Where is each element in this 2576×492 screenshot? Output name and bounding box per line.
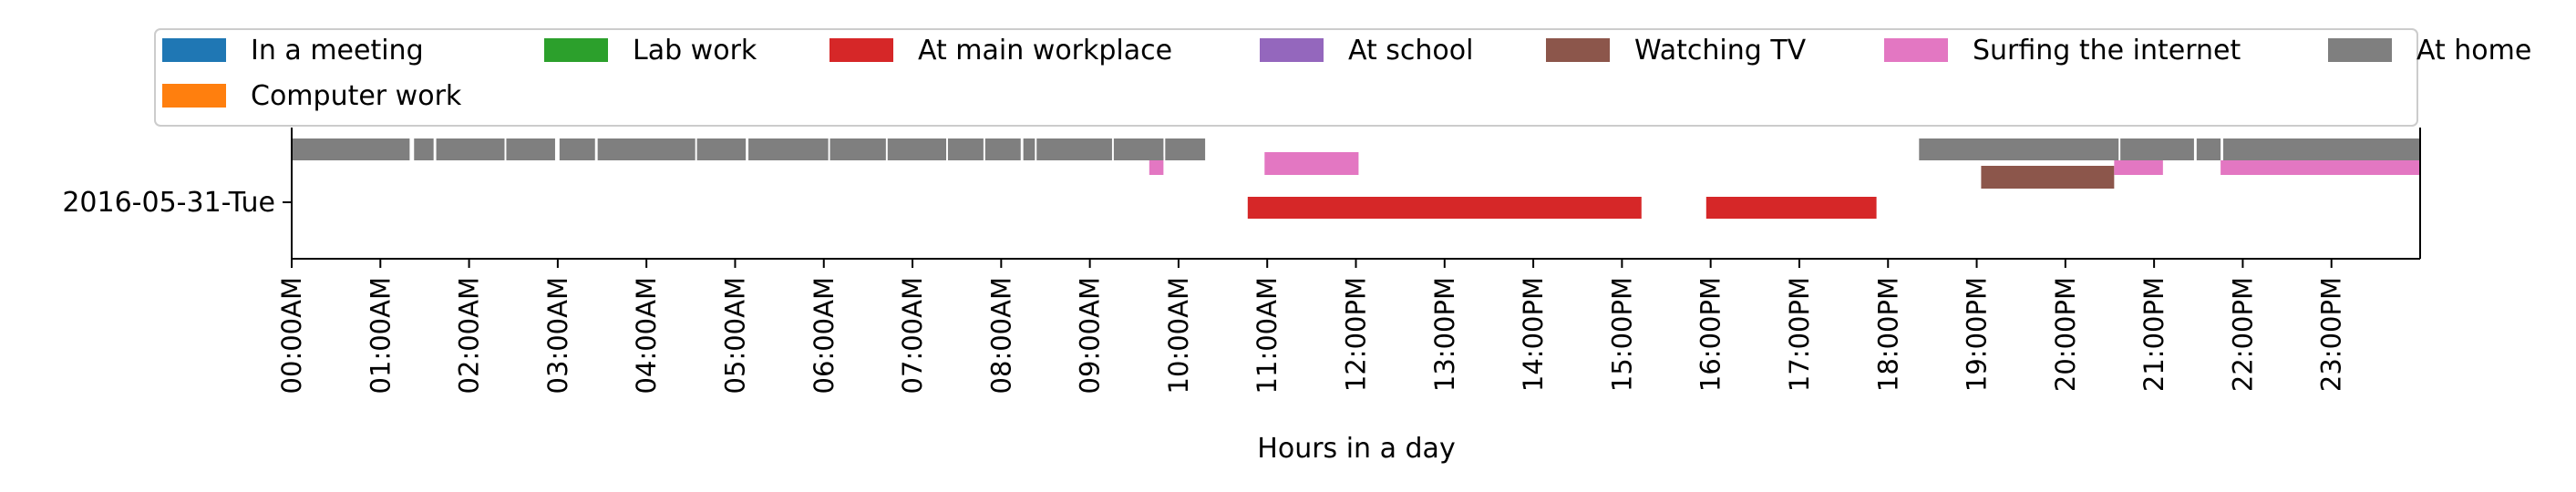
bar-segment xyxy=(947,138,984,160)
bar-segment xyxy=(1264,152,1359,175)
bar-segment xyxy=(748,138,829,160)
x-tick-label: 15:00PM xyxy=(1606,277,1637,392)
bar-segment xyxy=(292,138,410,160)
x-tick-label: 20:00PM xyxy=(2050,277,2081,392)
bar-segment xyxy=(2196,138,2221,160)
x-tick-label: 03:00AM xyxy=(542,277,573,394)
bar-segment xyxy=(2223,138,2420,160)
x-tick-label: 11:00AM xyxy=(1252,277,1283,394)
x-tick-label: 17:00PM xyxy=(1784,277,1815,392)
x-tick-label: 02:00AM xyxy=(454,277,485,394)
bar-segment xyxy=(1981,166,2115,189)
bar-segment xyxy=(1023,138,1036,160)
legend-swatch xyxy=(162,38,226,62)
legend-swatch xyxy=(1884,38,1948,62)
bar-segment xyxy=(1165,138,1206,160)
bar-segment xyxy=(887,138,947,160)
y-tick-label: 2016-05-31-Tue xyxy=(62,187,275,219)
bar-segment xyxy=(1919,138,2119,160)
x-tick-label: 13:00PM xyxy=(1429,277,1460,392)
bar-segment xyxy=(597,138,696,160)
x-tick-label: 08:00AM xyxy=(985,277,1016,394)
legend-swatch xyxy=(162,84,226,108)
plot-area: 2016-05-31-Tue 00:00AM 01:00AM 02:00AM 03:00… xyxy=(62,128,2421,394)
x-tick-label: 19:00PM xyxy=(1962,277,1993,392)
bar-segment xyxy=(1036,138,1112,160)
legend-swatch xyxy=(1260,38,1324,62)
legend-swatch xyxy=(1546,38,1610,62)
legend-label: At school xyxy=(1348,35,1473,67)
x-tick-label: 01:00AM xyxy=(365,277,396,394)
legend-frame xyxy=(154,28,2418,127)
bar-segment xyxy=(1705,197,1877,219)
bar-segment xyxy=(436,138,505,160)
bar-segment xyxy=(2114,160,2163,175)
x-tick-label: 10:00AM xyxy=(1163,277,1194,394)
x-tick-label: 21:00PM xyxy=(2138,277,2169,392)
bar-segment xyxy=(696,138,747,160)
bar-segment xyxy=(2221,160,2420,175)
x-tick-label: 23:00PM xyxy=(2316,277,2347,392)
legend-label: Lab work xyxy=(633,35,757,67)
x-tick-label: 00:00AM xyxy=(276,277,307,394)
legend: In a meeting Lab work At main workplace At … xyxy=(154,28,2531,127)
legend-label: Surfing the internet xyxy=(1973,35,2241,67)
legend-swatch xyxy=(2328,38,2392,62)
bar-segment xyxy=(1149,157,1164,175)
legend-swatch xyxy=(829,38,893,62)
x-tick-label: 18:00PM xyxy=(1872,277,1903,392)
bar-segment xyxy=(1113,138,1164,160)
bar-segment xyxy=(1247,197,1642,219)
x-tick-label: 04:00AM xyxy=(631,277,662,394)
x-tick-label: 12:00PM xyxy=(1341,277,1372,392)
x-tick-label: 22:00PM xyxy=(2227,277,2258,392)
legend-swatch xyxy=(544,38,608,62)
bar-segment xyxy=(2120,138,2194,160)
x-tick-label: 14:00PM xyxy=(1518,277,1549,392)
bar-segment xyxy=(506,138,555,160)
legend-label: At main workplace xyxy=(918,35,1172,67)
bar-segment xyxy=(559,138,595,160)
legend-label: At home xyxy=(2416,35,2531,67)
legend-label: In a meeting xyxy=(251,35,424,67)
legend-label: Computer work xyxy=(251,80,462,112)
x-tick-label: 05:00AM xyxy=(719,277,750,394)
legend-label: Watching TV xyxy=(1634,35,1807,67)
x-tick-label: 07:00AM xyxy=(897,277,928,394)
bar-segment xyxy=(984,138,1021,160)
x-tick-label: 09:00AM xyxy=(1075,277,1106,394)
bar-segment xyxy=(414,138,434,160)
x-tick-label: 16:00PM xyxy=(1695,277,1726,392)
x-axis-label: Hours in a day xyxy=(1257,433,1455,465)
x-tick-label: 06:00AM xyxy=(809,277,840,394)
bar-segment xyxy=(829,138,886,160)
